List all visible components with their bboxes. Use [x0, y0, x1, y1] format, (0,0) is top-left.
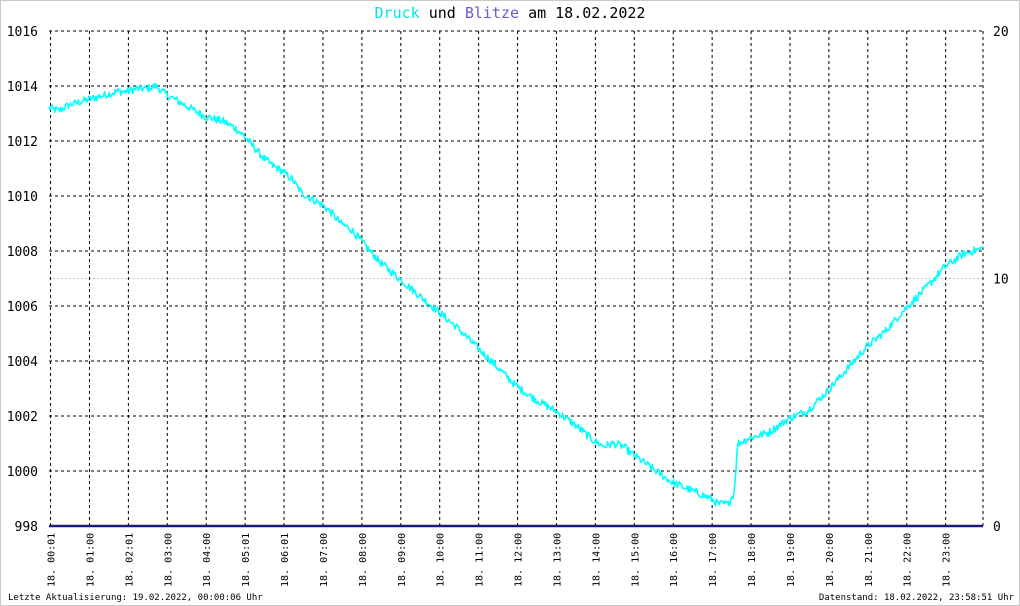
- y-right-tick-label: 0: [993, 520, 1001, 535]
- y-left-tick-label: 1002: [7, 410, 38, 425]
- x-tick-label: 18. 22:00: [903, 533, 914, 587]
- footer-last-update: Letzte Aktualisierung: 19.02.2022, 00:00…: [8, 593, 263, 603]
- x-tick-label: 18. 03:00: [163, 533, 174, 587]
- pressure-series-line: [48, 82, 984, 507]
- y-left-tick-label: 1010: [7, 190, 38, 205]
- x-tick-label: 18. 17:00: [708, 533, 719, 587]
- x-tick-label: 18. 11:00: [475, 533, 486, 587]
- title-connector-am: am: [528, 4, 547, 22]
- x-tick-label: 18. 09:00: [397, 533, 408, 587]
- footer-data-status: Datenstand: 18.02.2022, 23:58:51 Uhr: [818, 593, 1014, 603]
- title-series-lightning: Blitze: [464, 4, 520, 22]
- x-tick-label: 18. 01:00: [85, 533, 96, 587]
- x-tick-label: 18. 14:00: [591, 533, 602, 587]
- title-series-pressure: Druck: [374, 4, 420, 22]
- y-left-tick-label: 1016: [7, 25, 38, 40]
- x-tick-label: 18. 12:00: [514, 533, 525, 587]
- x-tick-label: 18. 08:00: [358, 533, 369, 587]
- x-tick-label: 18. 13:00: [552, 533, 563, 587]
- x-tick-label: 18. 19:00: [786, 533, 797, 587]
- y-left-tick-label: 1012: [7, 135, 38, 150]
- y-left-tick-label: 1014: [7, 80, 38, 95]
- x-tick-label: 18. 07:00: [319, 533, 330, 587]
- x-tick-label: 18. 16:00: [669, 533, 680, 587]
- y-left-tick-label: 1000: [7, 465, 38, 480]
- x-tick-label: 18. 21:00: [864, 533, 875, 587]
- x-tick-label: 18. 06:01: [280, 533, 291, 587]
- x-tick-label: 18. 15:00: [630, 533, 641, 587]
- x-tick-label: 18. 20:00: [825, 533, 836, 587]
- y-right-tick-label: 10: [993, 273, 1009, 288]
- title-date: 18.02.2022: [555, 4, 646, 22]
- x-tick-label: 18. 00:01: [47, 533, 58, 587]
- y-left-tick-label: 998: [15, 520, 38, 535]
- title-connector-und: und: [428, 4, 456, 22]
- x-tick-label: 18. 05:01: [241, 533, 252, 587]
- y-left-tick-label: 1008: [7, 245, 38, 260]
- x-tick-label: 18. 04:00: [202, 533, 213, 587]
- x-tick-label: 18. 02:01: [124, 533, 135, 587]
- y-left-tick-label: 1006: [7, 300, 38, 315]
- y-right-tick-label: 20: [993, 25, 1009, 40]
- x-tick-label: 18. 10:00: [436, 533, 447, 587]
- y-left-tick-label: 1004: [7, 355, 38, 370]
- chart-title: Druck und Blitze am 18.02.2022: [0, 4, 1020, 22]
- x-tick-label: 18. 23:00: [942, 533, 953, 587]
- x-tick-label: 18. 18:00: [747, 533, 758, 587]
